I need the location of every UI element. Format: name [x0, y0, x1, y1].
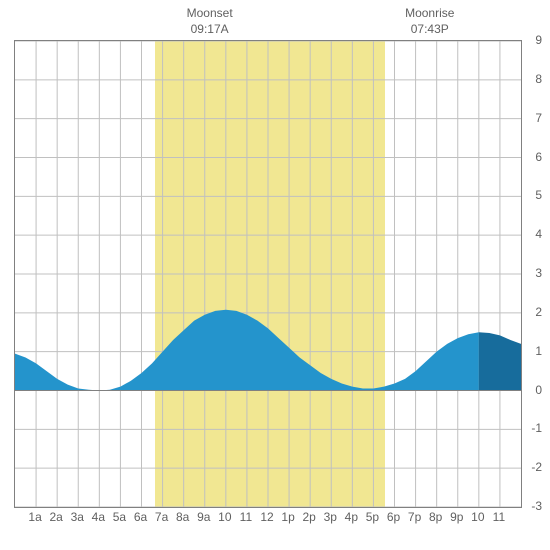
y-tick-label: 4	[522, 227, 542, 241]
tide-chart: Moonset09:17AMoonrise07:43P -3-2-1012345…	[0, 0, 550, 550]
plot-svg	[15, 41, 521, 507]
x-tick-label: 3a	[71, 510, 84, 524]
tide-area-dark	[479, 332, 521, 390]
y-tick-label: 7	[522, 111, 542, 125]
y-tick-label: 5	[522, 188, 542, 202]
x-tick-label: 12	[260, 510, 273, 524]
y-tick-label: 1	[522, 344, 542, 358]
y-tick-label: 2	[522, 305, 542, 319]
x-tick-label: 1a	[28, 510, 41, 524]
y-tick-label: 0	[522, 383, 542, 397]
x-tick-label: 10	[471, 510, 484, 524]
y-tick-label: -2	[522, 460, 542, 474]
header-title: Moonrise	[405, 6, 454, 22]
header-time: 09:17A	[187, 22, 233, 38]
x-tick-label: 11	[240, 510, 252, 524]
x-tick-label: 10	[218, 510, 231, 524]
x-tick-label: 4a	[92, 510, 105, 524]
y-tick-label: -1	[522, 421, 542, 435]
y-tick-label: 8	[522, 72, 542, 86]
x-tick-label: 7p	[408, 510, 421, 524]
x-tick-label: 1p	[281, 510, 294, 524]
x-tick-label: 9a	[197, 510, 210, 524]
y-axis-ticks: -3-2-10123456789	[522, 40, 542, 506]
x-tick-label: 2p	[302, 510, 315, 524]
y-tick-label: 9	[522, 33, 542, 47]
header-time: 07:43P	[405, 22, 454, 38]
x-tick-label: 7a	[155, 510, 168, 524]
y-tick-label: -3	[522, 499, 542, 513]
x-tick-label: 2a	[49, 510, 62, 524]
y-tick-label: 3	[522, 266, 542, 280]
header-title: Moonset	[187, 6, 233, 22]
grid	[15, 41, 521, 507]
moonrise-label: Moonrise07:43P	[405, 6, 454, 37]
x-tick-label: 4p	[345, 510, 358, 524]
x-tick-label: 5p	[366, 510, 379, 524]
moonset-label: Moonset09:17A	[187, 6, 233, 37]
x-tick-label: 9p	[450, 510, 463, 524]
x-tick-label: 5a	[113, 510, 126, 524]
x-tick-label: 3p	[324, 510, 337, 524]
x-tick-label: 8p	[429, 510, 442, 524]
y-tick-label: 6	[522, 150, 542, 164]
x-tick-label: 11	[493, 510, 505, 524]
x-tick-label: 8a	[176, 510, 189, 524]
tide-area-light	[15, 310, 479, 391]
x-tick-label: 6p	[387, 510, 400, 524]
x-tick-label: 6a	[134, 510, 147, 524]
x-axis-ticks: 1a 2a 3a 4a 5a 6a 7a 8a 9a 10 11 12 1p 2p 3p 4p 5p 6p 7p 8p…	[14, 510, 520, 530]
plot-area	[14, 40, 522, 508]
